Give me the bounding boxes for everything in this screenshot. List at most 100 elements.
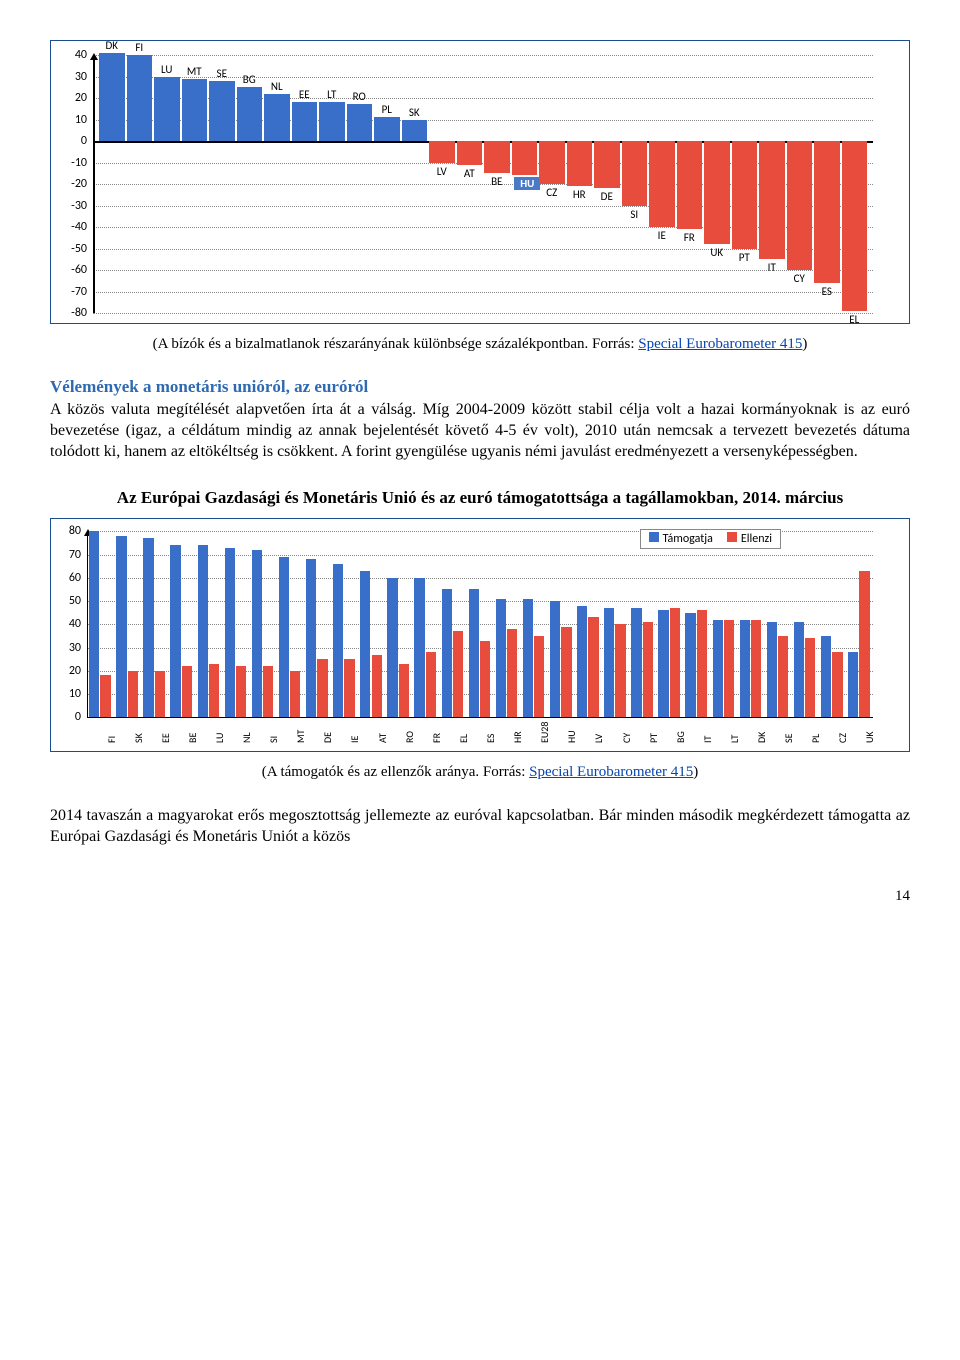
- chart1-bar-label: SE: [212, 67, 232, 80]
- chart2-xlabel: CY: [620, 733, 633, 743]
- chart1-bar: [319, 102, 345, 141]
- chart2-bar-support: [550, 601, 560, 717]
- chart2-bar-support: [333, 564, 343, 717]
- caption1-post: ): [802, 336, 807, 352]
- chart1-bar: [539, 141, 565, 184]
- chart2-xlabel: SE: [782, 734, 795, 743]
- chart2-bar-oppose: [155, 671, 165, 718]
- chart2-bar-support: [523, 599, 533, 718]
- chart1-bar-label: NL: [267, 80, 287, 93]
- chart1-bar-label: HR: [569, 188, 589, 201]
- chart2-ytick: 30: [59, 641, 81, 655]
- chart1-bar-label: LV: [432, 165, 452, 178]
- chart2-xlabel: PT: [647, 733, 660, 743]
- chart2-bar-support: [198, 545, 208, 717]
- chart2-bar-support: [767, 622, 777, 717]
- chart1-bar-label: CZ: [542, 186, 562, 199]
- chart2-bar-support: [821, 636, 831, 717]
- chart2-bar-oppose: [643, 622, 653, 717]
- chart2-ytick: 40: [59, 617, 81, 631]
- chart2-bar-support: [658, 610, 668, 717]
- chart1-bar-label: AT: [459, 167, 479, 180]
- chart1-bar: [402, 120, 428, 142]
- chart2-xlabel: LT: [728, 735, 741, 743]
- chart2-bar-support: [848, 652, 858, 717]
- chart2-ytick: 50: [59, 594, 81, 608]
- chart2-xlabel: HR: [511, 732, 524, 744]
- chart1-bar-label: IT: [762, 261, 782, 274]
- chart2-xlabel: EU28: [538, 722, 551, 743]
- chart2-bar-oppose: [344, 659, 354, 717]
- chart1-bar-label: IE: [652, 229, 672, 242]
- chart2-xlabel: IE: [348, 736, 361, 743]
- chart2-xlabel: CZ: [836, 733, 849, 743]
- chart2-caption: (A támogatók és az ellenzők aránya. Forr…: [50, 764, 910, 781]
- chart2-ytick: 10: [59, 687, 81, 701]
- chart1-bar: [704, 141, 730, 244]
- chart1-bar-label: LU: [157, 63, 177, 76]
- chart2-bar-oppose: [561, 627, 571, 718]
- chart2-xlabel: PL: [809, 734, 822, 743]
- chart2-bar-support: [794, 622, 804, 717]
- chart1-bar-label: EL: [844, 313, 864, 326]
- caption2-post: ): [693, 764, 698, 780]
- chart1-ytick: -40: [59, 220, 87, 234]
- chart1-bar-label: ES: [817, 285, 837, 298]
- chart2-bar-support: [116, 536, 126, 717]
- chart1-bar: [677, 141, 703, 229]
- chart2-bar-oppose: [778, 636, 788, 717]
- chart1-bar-label: EE: [294, 88, 314, 101]
- chart2-bar-oppose: [100, 675, 110, 717]
- chart2-bar-support: [740, 620, 750, 718]
- chart2-plot: 01020304050607080FISKEEBELUNLSIMTDEIEATR…: [59, 527, 901, 747]
- chart2-xlabel: HU: [565, 731, 578, 744]
- chart1-box: 403020100-10-20-30-40-50-60-70-80DKFILUM…: [50, 40, 910, 324]
- chart1-ytick: 10: [59, 113, 87, 127]
- chart2-bar-support: [713, 620, 723, 718]
- chart2-xlabel: FI: [105, 736, 118, 743]
- chart2-bar-support: [360, 571, 370, 717]
- chart2-bar-oppose: [236, 666, 246, 717]
- chart1-bar-label: PT: [734, 251, 754, 264]
- chart1-bar: [429, 141, 455, 163]
- caption2-pre: (A támogatók és az ellenzők aránya. Forr…: [262, 764, 529, 780]
- chart1-bar-label: BG: [239, 73, 259, 86]
- chart2-bar-oppose: [453, 631, 463, 717]
- chart1-bar: [842, 141, 868, 311]
- chart2-bar-oppose: [399, 664, 409, 717]
- chart1-bar-label: FR: [679, 231, 699, 244]
- chart1-bar: [567, 141, 593, 186]
- chart1-bar-label: FI: [129, 41, 149, 54]
- chart2-bar-oppose: [372, 655, 382, 718]
- chart2-bar-support: [631, 608, 641, 717]
- caption1-pre: (A bízók és a bizalmatlanok részarányána…: [153, 336, 639, 352]
- chart1-bar: [127, 55, 153, 141]
- chart1-ytick: -80: [59, 306, 87, 320]
- chart2-xlabel: SK: [132, 734, 145, 744]
- chart2-bar-oppose: [128, 671, 138, 718]
- chart1-bar: [154, 77, 180, 142]
- chart1-bar: [732, 141, 758, 249]
- chart2-bar-oppose: [290, 671, 300, 718]
- chart1-ytick: -20: [59, 177, 87, 191]
- chart2-bar-support: [89, 531, 99, 717]
- chart2-bar-support: [442, 589, 452, 717]
- chart1-bar-label: DE: [597, 190, 617, 203]
- chart1-bar: [649, 141, 675, 227]
- chart1-bar: [759, 141, 785, 259]
- chart2-xlabel: LV: [592, 734, 605, 743]
- chart2-xlabel: MT: [294, 730, 307, 743]
- chart1-ytick: 40: [59, 48, 87, 62]
- caption1-link[interactable]: Special Eurobarometer 415: [638, 336, 802, 352]
- caption2-link[interactable]: Special Eurobarometer 415: [529, 764, 693, 780]
- chart1-bar-label: RO: [349, 90, 369, 103]
- chart1-bar-label: BE: [487, 175, 507, 188]
- chart1-bar: [209, 81, 235, 141]
- chart2-bar-support: [143, 538, 153, 717]
- chart2-bar-support: [496, 599, 506, 718]
- section-title: Vélemények a monetáris unióról, az eurór…: [50, 377, 910, 397]
- chart1-bar: [374, 117, 400, 141]
- chart1-bar: [182, 79, 208, 141]
- chart1-ytick: 0: [59, 134, 87, 148]
- chart1-bar-label: MT: [184, 65, 204, 78]
